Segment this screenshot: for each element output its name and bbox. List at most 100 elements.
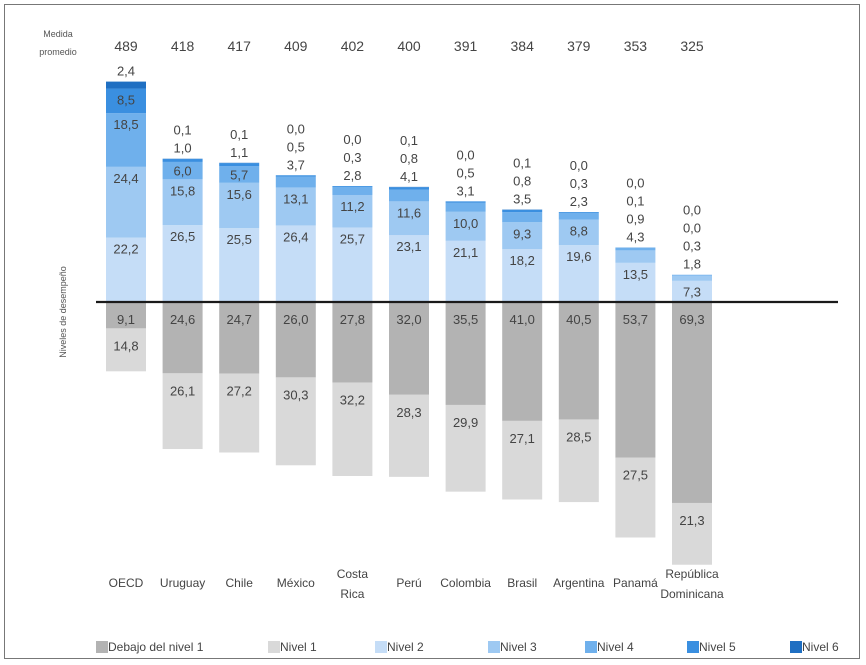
data-label: 24,4 bbox=[113, 171, 138, 186]
average-score: 353 bbox=[624, 38, 648, 54]
data-label: 0,8 bbox=[400, 151, 418, 166]
data-label: 0,3 bbox=[683, 239, 701, 254]
bar-segment bbox=[332, 227, 373, 302]
bar-segment bbox=[162, 302, 203, 374]
average-score-label: Medida bbox=[43, 29, 73, 39]
bar-segment bbox=[502, 212, 543, 223]
data-label: 15,6 bbox=[227, 187, 252, 202]
bar-segment bbox=[672, 280, 712, 302]
data-label: 6,0 bbox=[174, 164, 192, 179]
data-label: 0,0 bbox=[626, 175, 644, 190]
average-score: 379 bbox=[567, 38, 591, 54]
data-label: 0,0 bbox=[343, 132, 361, 147]
data-label: 0,8 bbox=[513, 173, 531, 188]
legend-swatch bbox=[96, 641, 108, 653]
data-label: 9,3 bbox=[513, 226, 531, 241]
average-score: 400 bbox=[397, 38, 421, 54]
legend-swatch bbox=[375, 641, 387, 653]
data-label: 0,3 bbox=[343, 150, 361, 165]
bar-segment bbox=[162, 225, 203, 302]
bar-segment bbox=[389, 302, 429, 395]
bar-segment bbox=[445, 202, 486, 212]
data-label: 0,3 bbox=[570, 176, 588, 191]
bar-segment bbox=[162, 373, 203, 450]
data-label: 25,7 bbox=[340, 231, 365, 246]
legend-swatch bbox=[268, 641, 280, 653]
bar-segment bbox=[502, 302, 543, 421]
bar-segment bbox=[615, 302, 656, 458]
data-label: 22,2 bbox=[113, 242, 138, 257]
data-label: 8,5 bbox=[117, 93, 135, 108]
data-label: 0,1 bbox=[174, 123, 192, 138]
bar-segment bbox=[106, 302, 146, 329]
data-label: 30,3 bbox=[283, 387, 308, 402]
bar-segment bbox=[558, 302, 599, 420]
bar-segment bbox=[219, 166, 260, 183]
bar-segment bbox=[445, 302, 486, 405]
bar-segment bbox=[275, 175, 316, 177]
bar-segment bbox=[332, 302, 373, 383]
data-label: 0,0 bbox=[570, 158, 588, 173]
data-label: 0,5 bbox=[287, 139, 305, 154]
bar-segment bbox=[389, 187, 429, 190]
bar-segment bbox=[558, 245, 599, 302]
bar-segment bbox=[275, 187, 316, 226]
data-label: 0,9 bbox=[626, 211, 644, 226]
data-label: 40,5 bbox=[566, 312, 591, 327]
bar-segment bbox=[106, 88, 146, 114]
data-label: 32,2 bbox=[340, 393, 365, 408]
data-label: 10,0 bbox=[453, 216, 478, 231]
bar-segment bbox=[389, 394, 429, 477]
data-label: 13,1 bbox=[283, 191, 308, 206]
bar-segment bbox=[219, 373, 260, 453]
category-label: Brasil bbox=[507, 576, 537, 590]
data-label: 24,7 bbox=[227, 312, 252, 327]
bar-segment bbox=[389, 235, 429, 302]
legend-label: Debajo del nivel 1 bbox=[108, 640, 204, 654]
data-label: 26,5 bbox=[170, 229, 195, 244]
category-label: OECD bbox=[109, 576, 144, 590]
legend-label: Nivel 6 bbox=[802, 640, 839, 654]
category-label: Dominicana bbox=[660, 587, 724, 601]
legend-label: Nivel 3 bbox=[500, 640, 537, 654]
bar-segment bbox=[219, 163, 260, 167]
bar-segment bbox=[672, 275, 712, 281]
legend-label: Nivel 5 bbox=[699, 640, 736, 654]
bar-segment bbox=[558, 212, 599, 220]
data-label: 11,2 bbox=[340, 199, 364, 214]
bar-segment bbox=[615, 247, 656, 251]
average-score: 418 bbox=[171, 38, 195, 54]
category-label: Chile bbox=[226, 576, 254, 590]
data-label: 0,1 bbox=[626, 193, 644, 208]
data-label: 0,1 bbox=[400, 133, 418, 148]
bar-segment bbox=[219, 228, 260, 302]
data-label: 29,9 bbox=[453, 415, 478, 430]
bar-segment bbox=[106, 113, 146, 167]
data-label: 15,8 bbox=[170, 183, 195, 198]
category-label: Panamá bbox=[613, 576, 658, 590]
data-label: 69,3 bbox=[679, 312, 704, 327]
data-label: 21,3 bbox=[679, 513, 704, 528]
bar-segment bbox=[672, 274, 712, 276]
bar-segment bbox=[615, 457, 656, 538]
data-label: 26,1 bbox=[170, 383, 195, 398]
category-label: México bbox=[277, 576, 315, 590]
data-label: 25,5 bbox=[227, 232, 252, 247]
data-label: 0,5 bbox=[457, 165, 475, 180]
data-label: 27,2 bbox=[227, 384, 252, 399]
average-score: 417 bbox=[228, 38, 252, 54]
category-label: Perú bbox=[396, 576, 421, 590]
bar-segment bbox=[275, 302, 316, 378]
legend-swatch bbox=[790, 641, 802, 653]
data-label: 28,3 bbox=[396, 405, 421, 420]
data-label: 8,8 bbox=[570, 224, 588, 239]
data-label: 7,3 bbox=[683, 284, 701, 299]
data-label: 14,8 bbox=[113, 338, 138, 353]
average-score: 384 bbox=[511, 38, 535, 54]
data-label: 27,8 bbox=[340, 312, 365, 327]
bar-segment bbox=[445, 211, 486, 241]
data-label: 27,1 bbox=[510, 431, 535, 446]
category-label: Rica bbox=[340, 587, 364, 601]
average-score: 325 bbox=[680, 38, 704, 54]
data-label: 2,4 bbox=[117, 64, 135, 79]
